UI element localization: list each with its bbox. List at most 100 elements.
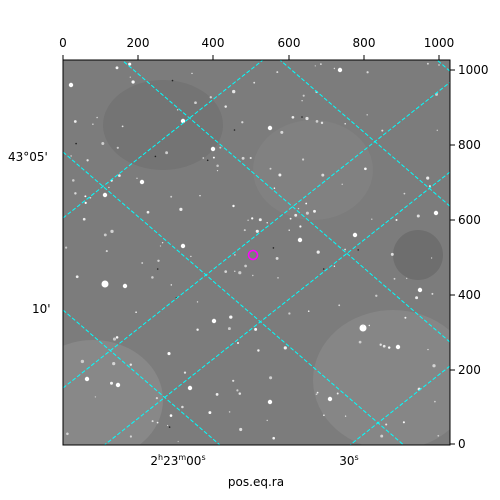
star (434, 400, 436, 403)
dark-pixel (272, 247, 275, 249)
star (129, 435, 132, 438)
star (190, 255, 192, 258)
star (80, 359, 85, 364)
star (232, 379, 235, 382)
star (86, 159, 89, 162)
star (366, 114, 368, 116)
ra-tick-label-30s: 30s (339, 453, 359, 468)
grid-line-8 (436, 59, 451, 72)
star (393, 277, 396, 280)
star (238, 271, 242, 275)
star (305, 211, 309, 215)
star (96, 116, 98, 119)
star (94, 396, 97, 398)
star (327, 396, 333, 402)
star (294, 213, 298, 217)
star (122, 283, 128, 289)
star (315, 120, 319, 123)
star (252, 274, 254, 277)
star (129, 363, 133, 366)
star (433, 210, 439, 216)
star (238, 392, 242, 395)
star (170, 195, 173, 198)
grid-line-6 (121, 59, 451, 343)
grid-line-1 (62, 81, 451, 389)
dark-pixel (75, 142, 77, 145)
star (170, 284, 173, 286)
star (272, 436, 276, 440)
star (169, 414, 173, 417)
star (236, 389, 239, 392)
star (156, 421, 159, 424)
star (277, 277, 279, 279)
star (216, 164, 219, 167)
star (267, 125, 273, 131)
star (229, 315, 233, 319)
star (155, 396, 159, 400)
star (65, 246, 68, 249)
star (129, 76, 131, 78)
star (269, 376, 273, 380)
star (199, 195, 201, 197)
x-tick-label-200: 200 (126, 36, 150, 50)
star (431, 292, 434, 295)
star (301, 100, 303, 102)
star (289, 217, 292, 220)
dec-tick-label-43-05: 43°05' (8, 150, 48, 164)
star (84, 195, 87, 198)
star (209, 96, 212, 99)
star (316, 250, 320, 254)
star (227, 327, 231, 331)
star (72, 179, 75, 182)
star (305, 202, 308, 205)
star (151, 276, 154, 279)
star (234, 270, 236, 272)
star (101, 142, 105, 145)
dark-pixel (322, 268, 325, 270)
star (253, 81, 256, 84)
star (70, 155, 72, 157)
y-tick-label-0: 0 (458, 437, 466, 451)
star (241, 156, 245, 160)
star (224, 270, 228, 273)
star (159, 245, 162, 247)
star (196, 301, 199, 303)
star (128, 62, 132, 66)
coordinate-grid (62, 59, 451, 446)
star (404, 316, 407, 319)
star (417, 287, 423, 293)
star (216, 170, 219, 172)
star (305, 116, 309, 121)
star (258, 218, 262, 222)
star (254, 327, 258, 331)
star (352, 232, 358, 238)
star (297, 237, 303, 243)
star (89, 196, 92, 199)
star (92, 123, 94, 125)
dark-pixel (206, 159, 209, 162)
star (320, 121, 324, 125)
star (430, 257, 433, 259)
target-circle-icon[interactable] (247, 249, 259, 261)
star (166, 424, 169, 427)
star (232, 204, 235, 208)
star (84, 376, 90, 382)
x-tick-label-600: 600 (277, 36, 301, 50)
star (379, 343, 382, 346)
x-tick-label-800: 800 (352, 36, 376, 50)
star (215, 393, 219, 396)
star (105, 250, 108, 253)
star (183, 371, 187, 374)
plot-frame (62, 59, 451, 446)
star (247, 219, 249, 221)
star (244, 264, 247, 268)
dark-pixel (357, 249, 360, 251)
sky-image[interactable] (63, 60, 450, 445)
star (108, 186, 110, 189)
star (151, 420, 154, 423)
x-tick-label-400: 400 (201, 36, 225, 50)
y-tick-label-600: 600 (458, 213, 481, 227)
star (291, 115, 295, 119)
star (358, 340, 362, 344)
star (241, 121, 244, 124)
